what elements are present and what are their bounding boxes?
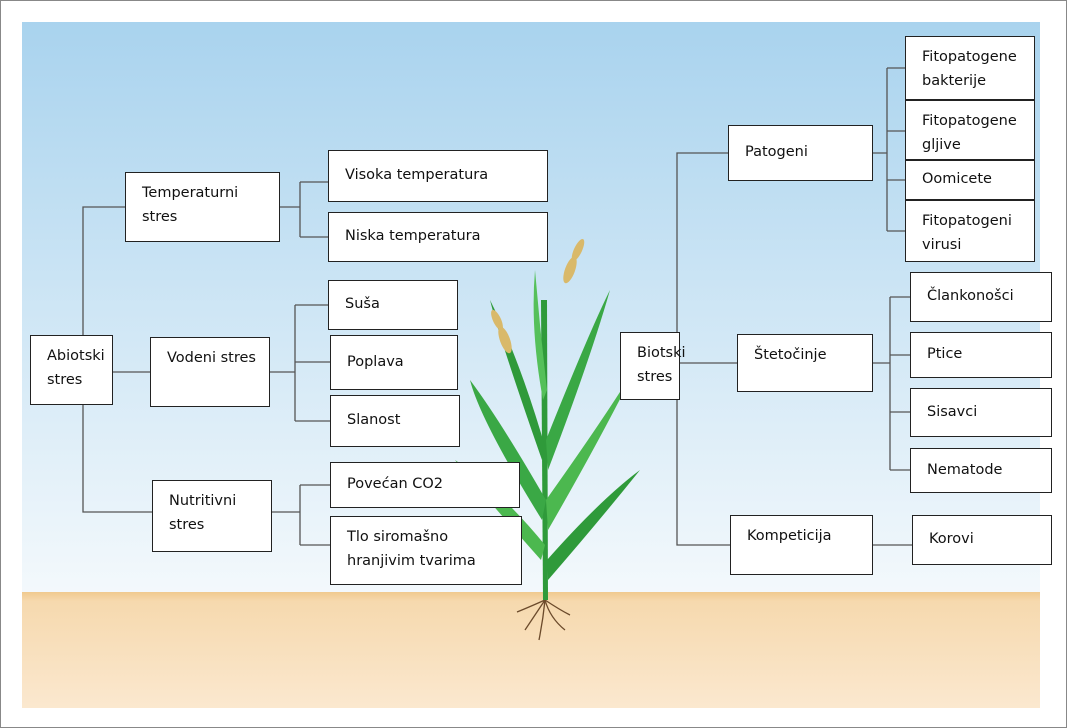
node-box: Povećan CO2: [330, 462, 520, 508]
node-label: Korovi: [929, 527, 974, 551]
node-label: Suša: [345, 292, 380, 316]
node-label: Štetočinje: [754, 343, 827, 367]
node-label: Nutritivni stres: [169, 489, 261, 537]
node-box: Patogeni: [728, 125, 873, 181]
node-box: Slanost: [330, 395, 460, 447]
node-label: Ptice: [927, 342, 962, 366]
node-box: Tlo siromašno hranjivim tvarima: [330, 516, 522, 585]
node-box: Abiotski stres: [30, 335, 113, 405]
node-label: Tlo siromašno hranjivim tvarima: [347, 525, 511, 573]
node-box: Fitopatogene gljive: [905, 100, 1035, 160]
node-box: Niska temperatura: [328, 212, 548, 262]
node-box: Visoka temperatura: [328, 150, 548, 202]
node-label: Biotski stres: [637, 341, 686, 389]
node-box: Temperaturni stres: [125, 172, 280, 242]
node-label: Člankonošci: [927, 284, 1014, 308]
node-label: Vodeni stres: [167, 346, 256, 370]
node-box: Nematode: [910, 448, 1052, 493]
diagram: Abiotski stres Temperaturni stres Visoka t…: [0, 0, 1067, 728]
node-label: Visoka temperatura: [345, 163, 488, 187]
node-label: Slanost: [347, 408, 400, 432]
node-box: Nutritivni stres: [152, 480, 272, 552]
node-box: Suša: [328, 280, 458, 330]
node-label: Patogeni: [745, 140, 808, 164]
node-label: Niska temperatura: [345, 224, 481, 248]
node-label: Fitopatogene bakterije: [922, 45, 1024, 93]
node-box: Člankonošci: [910, 272, 1052, 322]
node-label: Nematode: [927, 458, 1002, 482]
node-box: Fitopatogene bakterije: [905, 36, 1035, 100]
node-box: Ptice: [910, 332, 1052, 378]
node-label: Fitopatogeni virusi: [922, 209, 1024, 257]
node-box: Biotski stres: [620, 332, 680, 400]
node-box: Kompeticija: [730, 515, 873, 575]
node-box: Fitopatogeni virusi: [905, 200, 1035, 262]
node-box: Vodeni stres: [150, 337, 270, 407]
node-label: Sisavci: [927, 400, 977, 424]
node-box: Sisavci: [910, 388, 1052, 437]
node-label: Poplava: [347, 350, 404, 374]
node-box: Oomicete: [905, 160, 1035, 200]
node-box: Korovi: [912, 515, 1052, 565]
node-label: Kompeticija: [747, 524, 832, 548]
node-label: Fitopatogene gljive: [922, 109, 1024, 157]
node-box: Štetočinje: [737, 334, 873, 392]
node-box: Poplava: [330, 335, 458, 390]
node-label: Temperaturni stres: [142, 181, 269, 229]
node-label: Oomicete: [922, 167, 992, 191]
page: Abiotski stres Temperaturni stres Visoka t…: [0, 0, 1067, 728]
node-label: Abiotski stres: [47, 344, 105, 392]
node-label: Povećan CO2: [347, 472, 443, 496]
